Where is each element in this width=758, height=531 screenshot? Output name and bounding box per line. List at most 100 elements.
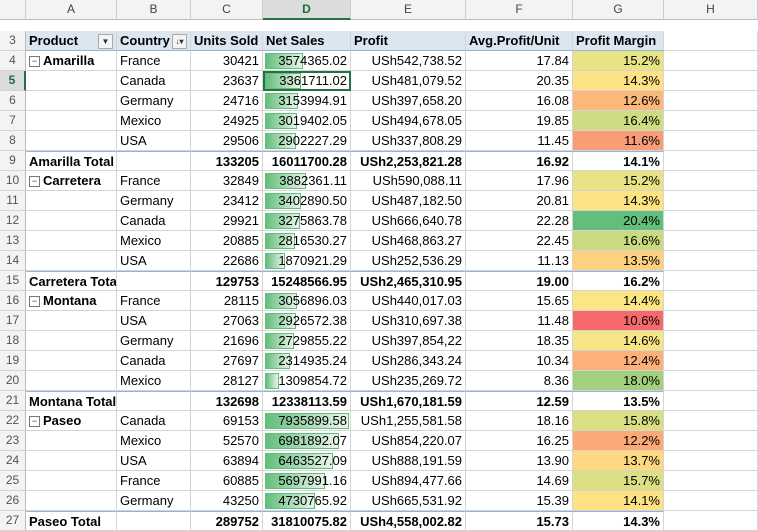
empty-cell[interactable] [664, 131, 758, 151]
avg-profit-cell[interactable]: 8.36 [466, 371, 573, 391]
empty-cell[interactable] [664, 31, 758, 51]
row-number[interactable]: 21 [0, 391, 26, 411]
product-cell[interactable] [26, 471, 117, 491]
net-sales-cell[interactable]: 16011700.28 [263, 151, 351, 171]
product-cell[interactable] [26, 331, 117, 351]
net-sales-cell[interactable]: 12338113.59 [263, 391, 351, 411]
units-sold-cell[interactable]: 60885 [191, 471, 263, 491]
row-number[interactable]: 27 [0, 511, 26, 531]
profit-margin-cell[interactable]: 13.5% [573, 251, 664, 271]
units-sold-cell[interactable]: 27063 [191, 311, 263, 331]
country-cell[interactable]: Mexico [117, 111, 191, 131]
units-sold-cell[interactable]: 133205 [191, 151, 263, 171]
net-sales-cell[interactable]: 4730765.92 [263, 491, 351, 511]
avg-profit-cell[interactable]: 11.13 [466, 251, 573, 271]
net-sales-cell[interactable]: 2729855.22 [263, 331, 351, 351]
net-sales-cell[interactable]: 7935899.58 [263, 411, 351, 431]
profit-cell[interactable]: USh2,465,310.95 [351, 271, 466, 291]
profit-cell[interactable]: USh542,738.52 [351, 51, 466, 71]
avg-profit-cell[interactable]: 14.69 [466, 471, 573, 491]
row-number[interactable]: 4 [0, 51, 26, 71]
row-number[interactable]: 15 [0, 271, 26, 291]
units-sold-cell[interactable]: 20885 [191, 231, 263, 251]
units-sold-cell[interactable]: 28115 [191, 291, 263, 311]
units-sold-cell[interactable]: 289752 [191, 511, 263, 531]
country-cell[interactable]: USA [117, 311, 191, 331]
row-number[interactable]: 11 [0, 191, 26, 211]
empty-cell[interactable] [664, 311, 758, 331]
net-sales-cell[interactable]: 2902227.29 [263, 131, 351, 151]
profit-header[interactable]: Profit [351, 31, 466, 51]
product-cell[interactable] [26, 251, 117, 271]
units-sold-cell[interactable]: 69153 [191, 411, 263, 431]
product-cell[interactable] [26, 431, 117, 451]
net-sales-cell[interactable]: 2816530.27 [263, 231, 351, 251]
product-cell[interactable]: − Paseo [26, 411, 117, 431]
product-cell[interactable]: − Amarilla [26, 51, 117, 71]
profit-margin-cell[interactable]: 15.2% [573, 171, 664, 191]
units-sold-cell[interactable]: 27697 [191, 351, 263, 371]
avg-profit-cell[interactable]: 22.28 [466, 211, 573, 231]
empty-cell[interactable] [664, 351, 758, 371]
net-sales-cell[interactable]: 2314935.24 [263, 351, 351, 371]
profit-cell[interactable]: USh337,808.29 [351, 131, 466, 151]
profit-cell[interactable]: USh666,640.78 [351, 211, 466, 231]
avg-profit-cell[interactable]: 19.85 [466, 111, 573, 131]
net-sales-cell[interactable]: 1309854.72 [263, 371, 351, 391]
units-sold-cell[interactable]: 23412 [191, 191, 263, 211]
country-header[interactable]: Country ↓▾ [117, 31, 191, 51]
net-sales-cell[interactable]: 3882361.11 [263, 171, 351, 191]
profit-cell[interactable]: USh468,863.27 [351, 231, 466, 251]
profit-margin-cell[interactable]: 13.7% [573, 451, 664, 471]
net-sales-header[interactable]: Net Sales [263, 31, 351, 51]
collapse-icon[interactable]: − [29, 176, 40, 188]
avg-profit-cell[interactable]: 20.35 [466, 71, 573, 91]
country-cell[interactable] [117, 271, 191, 291]
avg-profit-cell[interactable]: 18.16 [466, 411, 573, 431]
avg-profit-cell[interactable]: 11.45 [466, 131, 573, 151]
empty-cell[interactable] [664, 91, 758, 111]
profit-margin-cell[interactable]: 14.3% [573, 191, 664, 211]
country-cell[interactable]: France [117, 471, 191, 491]
net-sales-cell[interactable]: 5697991.16 [263, 471, 351, 491]
row-number[interactable]: 12 [0, 211, 26, 231]
row-number[interactable]: 3 [0, 31, 26, 51]
row-number[interactable]: 9 [0, 151, 26, 171]
column-header-f[interactable]: F [466, 0, 573, 20]
avg-profit-cell[interactable]: 16.08 [466, 91, 573, 111]
units-sold-cell[interactable]: 24925 [191, 111, 263, 131]
profit-cell[interactable]: USh894,477.66 [351, 471, 466, 491]
product-cell[interactable] [26, 231, 117, 251]
profit-cell[interactable]: USh1,255,581.58 [351, 411, 466, 431]
avg-profit-cell[interactable]: 16.92 [466, 151, 573, 171]
row-number[interactable]: 10 [0, 171, 26, 191]
profit-cell[interactable]: USh590,088.11 [351, 171, 466, 191]
profit-cell[interactable]: USh2,253,821.28 [351, 151, 466, 171]
empty-cell[interactable] [664, 391, 758, 411]
avg-profit-cell[interactable]: 11.48 [466, 311, 573, 331]
empty-cell[interactable] [664, 211, 758, 231]
profit-margin-cell[interactable]: 14.1% [573, 151, 664, 171]
units-sold-cell[interactable]: 29921 [191, 211, 263, 231]
country-cell[interactable]: Germany [117, 191, 191, 211]
country-cell[interactable]: Mexico [117, 231, 191, 251]
country-cell[interactable]: France [117, 171, 191, 191]
empty-cell[interactable] [664, 71, 758, 91]
product-cell[interactable] [26, 451, 117, 471]
empty-cell[interactable] [664, 431, 758, 451]
country-cell[interactable]: Germany [117, 331, 191, 351]
column-header-h[interactable]: H [664, 0, 758, 20]
profit-margin-cell[interactable]: 14.6% [573, 331, 664, 351]
avg-profit-cell[interactable]: 22.45 [466, 231, 573, 251]
net-sales-cell[interactable]: 3153994.91 [263, 91, 351, 111]
profit-margin-cell[interactable]: 14.1% [573, 491, 664, 511]
profit-cell[interactable]: USh286,343.24 [351, 351, 466, 371]
units-sold-cell[interactable]: 129753 [191, 271, 263, 291]
select-all-corner[interactable] [0, 0, 26, 20]
row-number[interactable]: 8 [0, 131, 26, 151]
country-cell[interactable]: USA [117, 451, 191, 471]
net-sales-cell[interactable]: 3361711.02 [263, 71, 351, 91]
empty-cell[interactable] [664, 411, 758, 431]
product-cell[interactable] [26, 71, 117, 91]
